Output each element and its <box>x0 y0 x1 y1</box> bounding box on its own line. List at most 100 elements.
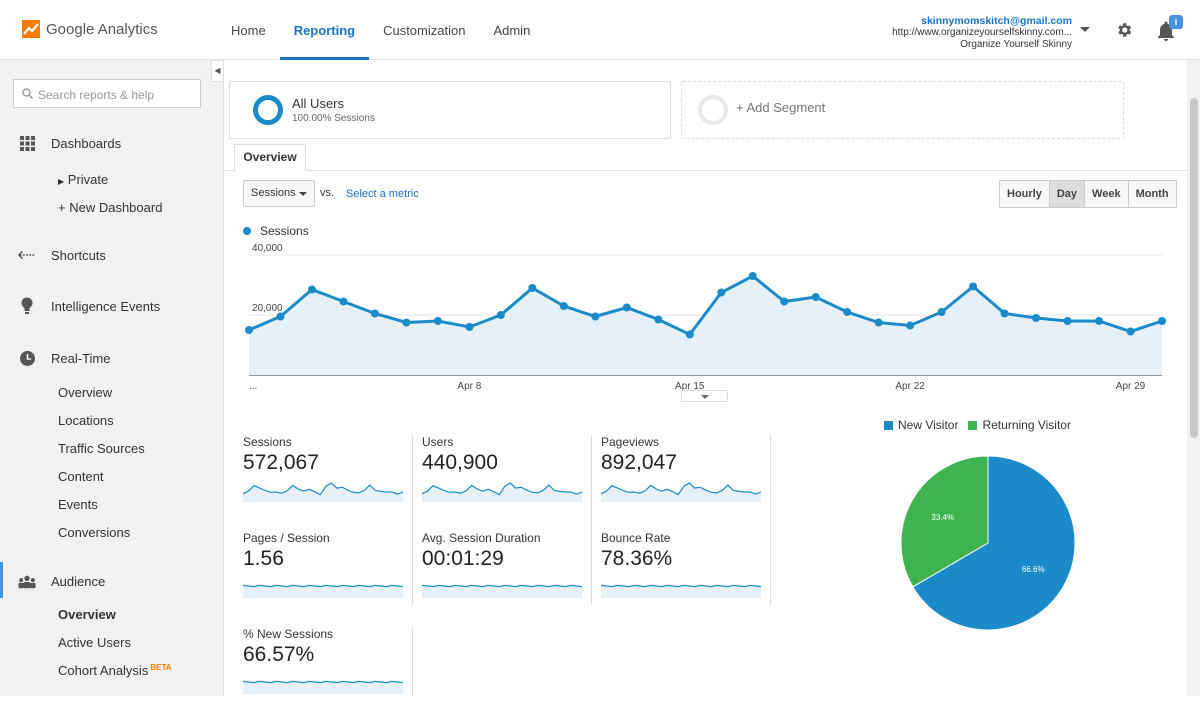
sidebar-item-intelligence[interactable]: Intelligence Events <box>0 296 160 316</box>
data-point[interactable] <box>339 297 348 306</box>
data-point[interactable] <box>559 302 568 310</box>
data-point[interactable] <box>245 326 253 334</box>
sidebar-item-label: Cohort Analysis <box>58 663 149 678</box>
legend-label: Returning Visitor <box>982 418 1071 432</box>
period-week-button[interactable]: Week <box>1084 181 1128 207</box>
add-segment-button[interactable]: + Add Segment <box>681 81 1124 139</box>
data-point[interactable] <box>402 318 411 327</box>
data-point[interactable] <box>591 312 600 321</box>
sidebar-item-dashboards[interactable]: Dashboards <box>0 134 121 152</box>
legend-item-returning-visitor[interactable]: Returning Visitor <box>968 418 1071 432</box>
data-point[interactable] <box>465 323 474 331</box>
scorecard-bounce-rate[interactable]: Bounce Rate 78.36% <box>582 531 762 607</box>
chart-resize-handle[interactable] <box>681 390 728 402</box>
sidebar-item-private[interactable]: ▶ Private <box>58 172 108 187</box>
data-point[interactable] <box>937 308 946 316</box>
scorecard-label: Sessions <box>243 435 292 449</box>
sidebar-item-rt-traffic-sources[interactable]: Traffic Sources <box>58 441 145 456</box>
scorecard-pageviews[interactable]: Pageviews 892,047 <box>582 435 762 511</box>
card-divider <box>591 435 592 605</box>
period-hourly-button[interactable]: Hourly <box>1000 181 1049 207</box>
nav-home[interactable]: Home <box>231 23 266 38</box>
x-tick-label: ... <box>249 381 257 392</box>
data-point[interactable] <box>276 312 285 321</box>
data-point[interactable] <box>811 293 820 301</box>
data-point[interactable] <box>1126 327 1135 336</box>
main-content: All Users 100.00% Sessions + Add Segment… <box>224 60 1187 696</box>
metric-select[interactable]: Sessions <box>243 180 315 207</box>
data-point[interactable] <box>906 321 915 330</box>
top-bar: Google Analytics Home Reporting Customiz… <box>0 0 1200 60</box>
card-divider <box>412 435 413 605</box>
sidebar-item-audience[interactable]: Audience <box>0 571 105 591</box>
sessions-line-chart: 40,000 20,000... Apr 8 Apr 15 Apr 22 Apr 29 <box>245 243 1166 392</box>
data-point[interactable] <box>1032 314 1041 322</box>
sidebar-item-rt-locations[interactable]: Locations <box>58 413 114 428</box>
data-point[interactable] <box>307 285 316 294</box>
data-point[interactable] <box>433 317 442 325</box>
segment-ring-icon <box>253 95 283 125</box>
active-section-indicator <box>0 562 3 598</box>
data-point[interactable] <box>370 309 379 318</box>
data-point[interactable] <box>1000 309 1009 318</box>
data-point[interactable] <box>685 330 694 339</box>
sidebar-item-active-users[interactable]: Active Users <box>58 635 131 650</box>
scorecard-pages-session[interactable]: Pages / Session 1.56 <box>224 531 404 607</box>
sidebar-item-new-dashboard[interactable]: + New Dashboard <box>58 200 163 215</box>
data-point[interactable] <box>654 315 663 324</box>
data-point[interactable] <box>496 311 505 319</box>
chevron-down-icon <box>299 192 307 196</box>
sidebar-item-label: Intelligence Events <box>51 298 161 314</box>
data-point[interactable] <box>780 297 789 306</box>
sparkline <box>243 482 403 502</box>
period-day-button[interactable]: Day <box>1048 181 1085 207</box>
data-point[interactable] <box>1063 317 1072 325</box>
scorecard--new-sessions[interactable]: % New Sessions 66.57% <box>224 627 404 703</box>
sidebar-item-audience-overview[interactable]: Overview <box>58 607 116 622</box>
sidebar-item-rt-content[interactable]: Content <box>58 469 104 484</box>
scorecard-value: 440,900 <box>422 451 498 474</box>
sidebar-item-shortcuts[interactable]: Shortcuts <box>0 246 106 264</box>
search-input[interactable]: Search reports & help <box>13 79 201 108</box>
data-point[interactable] <box>843 308 852 316</box>
legend-item-new-visitor[interactable]: New Visitor <box>884 418 958 432</box>
data-point[interactable] <box>874 318 883 327</box>
pie-slice-returning-visitor[interactable] <box>900 455 989 588</box>
sidebar-item-label: Dashboards <box>51 135 122 151</box>
sidebar-item-realtime[interactable]: Real-Time <box>0 348 110 368</box>
sidebar-item-rt-overview[interactable]: Overview <box>58 385 113 400</box>
sidebar-item-rt-conversions[interactable]: Conversions <box>58 525 131 540</box>
data-point[interactable] <box>528 284 537 292</box>
select-metric-link[interactable]: Select a metric <box>346 188 419 200</box>
scorecard-users[interactable]: Users 440,900 <box>403 435 583 511</box>
account-selector[interactable]: skinnymomskitch@gmail.com http://www.org… <box>892 15 1072 51</box>
legend-label-sessions: Sessions <box>260 224 309 238</box>
tab-overview[interactable]: Overview <box>234 144 306 171</box>
metric-select-value: Sessions <box>251 187 296 199</box>
data-point[interactable] <box>1095 317 1104 325</box>
notification-badge[interactable]: i <box>1169 15 1183 29</box>
sparkline <box>601 584 761 598</box>
period-month-button[interactable]: Month <box>1127 181 1176 207</box>
sidebar-item-rt-events[interactable]: Events <box>58 497 98 512</box>
gear-icon[interactable] <box>1115 21 1133 39</box>
segment-all-users[interactable]: All Users 100.00% Sessions <box>229 81 671 139</box>
account-caret-icon[interactable] <box>1080 27 1090 32</box>
chart-legend: Sessions <box>243 224 309 238</box>
scrollbar-thumb[interactable] <box>1190 98 1198 438</box>
pie-slice-new-visitor[interactable] <box>912 455 1076 631</box>
scorecard-sessions[interactable]: Sessions 572,067 <box>224 435 404 511</box>
google-analytics-logo[interactable]: Google Analytics <box>22 20 158 38</box>
collapse-sidebar-button[interactable]: ◀ <box>211 60 224 82</box>
nav-reporting[interactable]: Reporting <box>279 0 370 60</box>
data-point[interactable] <box>717 288 726 297</box>
data-point[interactable] <box>1158 317 1166 325</box>
data-point[interactable] <box>748 272 757 280</box>
nav-admin[interactable]: Admin <box>493 23 531 38</box>
data-point[interactable] <box>622 303 631 312</box>
sidebar-item-cohort-analysis[interactable]: Cohort Analysis BETA <box>58 663 172 678</box>
data-point[interactable] <box>969 282 978 291</box>
scorecard-avg-session-duration[interactable]: Avg. Session Duration 00:01:29 <box>403 531 583 607</box>
nav-customization[interactable]: Customization <box>383 23 466 38</box>
scorecard-value: 78.36% <box>601 547 673 570</box>
